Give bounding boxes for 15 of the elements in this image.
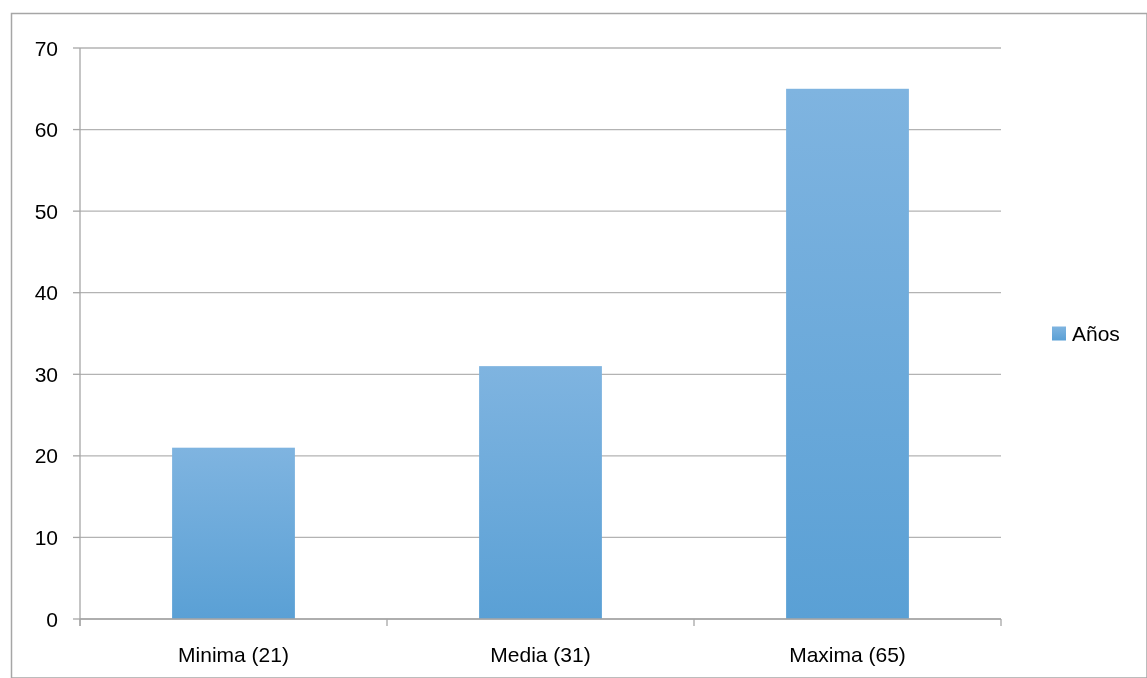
y-tick-label: 20 [34, 444, 58, 468]
bar [172, 447, 295, 619]
y-tick-label: 0 [46, 607, 58, 631]
x-tick-label: Media (31) [490, 642, 591, 666]
y-tick-label: 60 [34, 118, 58, 142]
x-tick-label: Minima (21) [178, 642, 289, 666]
bar [479, 366, 602, 619]
y-tick-label: 10 [34, 525, 58, 549]
bar [786, 88, 909, 619]
y-tick-label: 70 [34, 36, 58, 60]
y-tick-label: 30 [34, 362, 58, 386]
y-tick-label: 40 [34, 281, 58, 305]
legend-label: Años [1072, 322, 1120, 345]
x-tick-label: Maxima (65) [789, 642, 906, 666]
y-tick-label: 50 [34, 199, 58, 223]
